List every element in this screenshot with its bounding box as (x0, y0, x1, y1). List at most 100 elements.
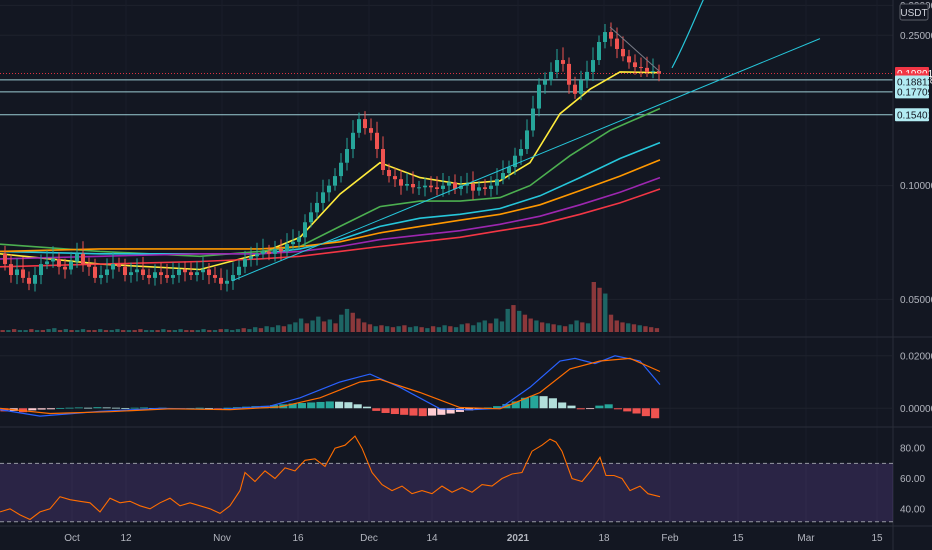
macd-histogram-bar (558, 402, 567, 409)
horizontal-level-lines[interactable] (0, 73, 893, 116)
volume-bar (562, 326, 568, 332)
candle-body (333, 176, 337, 186)
volume-bar (57, 330, 63, 332)
volume-bar (207, 330, 212, 332)
volume-bar (459, 324, 464, 332)
macd-histogram-bar (46, 408, 55, 410)
volume-bar (264, 326, 269, 332)
candle-body (645, 67, 649, 72)
candle-body (399, 179, 403, 186)
candle-body (9, 264, 13, 276)
volume-bar (253, 327, 258, 332)
volume-bar (115, 329, 120, 332)
volume-bar (356, 318, 361, 332)
candle-body (213, 275, 217, 278)
currency-label-box[interactable] (899, 3, 929, 21)
candle-body (375, 132, 379, 150)
rsi-panel[interactable]: 80.00 60.00 40.00 (0, 435, 925, 523)
macd-histogram-bar (632, 408, 641, 414)
candle-body (651, 71, 655, 73)
macd-histogram-bar (121, 407, 130, 409)
candle-body (447, 182, 451, 186)
volume-bar (189, 330, 195, 332)
macd-histogram-bar (325, 401, 334, 409)
volume-bar (528, 318, 533, 332)
volume-bar (0, 330, 5, 332)
candle-body (591, 60, 595, 72)
volume-bar (436, 327, 442, 332)
candle-body (411, 184, 415, 188)
time-tick-label: 12 (120, 533, 132, 544)
macd-histogram-bar (428, 408, 437, 416)
macd-histogram-bar (316, 401, 325, 409)
volume-bar (224, 329, 229, 332)
volume-bar (184, 330, 189, 332)
volume-bar (517, 310, 522, 332)
candle-body (477, 187, 481, 191)
macd-histogram-bar (335, 401, 344, 409)
candle-body (135, 269, 139, 273)
price-tag-text: 0.15401 (897, 110, 932, 121)
volume-bar (275, 325, 281, 332)
candle-body (285, 244, 289, 252)
macd-histogram-bar (595, 405, 604, 409)
trendlines[interactable] (231, 26, 821, 282)
volume-bar (402, 325, 407, 332)
trendline (609, 26, 661, 73)
volume-bar (52, 328, 57, 332)
rsi-tick-label: 60.00 (900, 474, 925, 485)
volume-bar (29, 329, 34, 332)
volume-bar (75, 330, 80, 332)
volume-bar (143, 330, 149, 332)
candle-body (33, 275, 37, 284)
volume-bar (333, 323, 338, 332)
time-axis[interactable]: Oct 12 Nov 16 Dec 14 2021 18 Feb 15 Mar 15 (64, 533, 883, 544)
candle-body (393, 176, 397, 180)
candle-body (561, 60, 565, 64)
macd-histogram-bar (84, 407, 93, 409)
volume-bar (654, 328, 660, 332)
time-tick-label: 15 (871, 533, 883, 544)
candle-body (459, 185, 463, 189)
volume-bar (367, 324, 373, 332)
macd-histogram-bar (28, 408, 37, 411)
macd-histogram-bar (195, 407, 204, 409)
macd-histogram-bar (204, 407, 214, 409)
candle-body (573, 84, 577, 94)
macd-histogram-bar (400, 408, 409, 415)
candle-body (165, 275, 169, 278)
volume-bar (574, 320, 579, 332)
volume-bar (161, 329, 166, 332)
macd-histogram-bar (567, 405, 576, 409)
volume-bar (631, 324, 637, 332)
volume-bar (6, 330, 11, 332)
candle-body (381, 149, 385, 171)
macd-histogram-bar (56, 407, 65, 409)
macd-histogram-bar (65, 407, 74, 409)
forecast-curve[interactable] (671, 0, 714, 69)
candle-body (579, 80, 583, 94)
macd-tick-label: 0.00000 (900, 404, 932, 415)
trendline (231, 38, 821, 282)
macd-grid (0, 355, 893, 409)
macd-histogram-bar (37, 408, 46, 410)
moving-average-line (0, 176, 661, 260)
candle-body (255, 253, 259, 257)
volume-bar (608, 314, 614, 332)
volume-bar (287, 324, 292, 332)
volume-bar (603, 293, 608, 332)
candle-body (267, 251, 271, 254)
volume-bar (281, 326, 287, 332)
volume-bar (350, 312, 355, 332)
rsi-axis[interactable]: 80.00 60.00 40.00 (900, 444, 925, 516)
volume-bar (379, 325, 384, 332)
candle-body (105, 269, 109, 276)
macd-histogram-bar (586, 408, 595, 410)
macd-histogram-bar (102, 407, 111, 409)
